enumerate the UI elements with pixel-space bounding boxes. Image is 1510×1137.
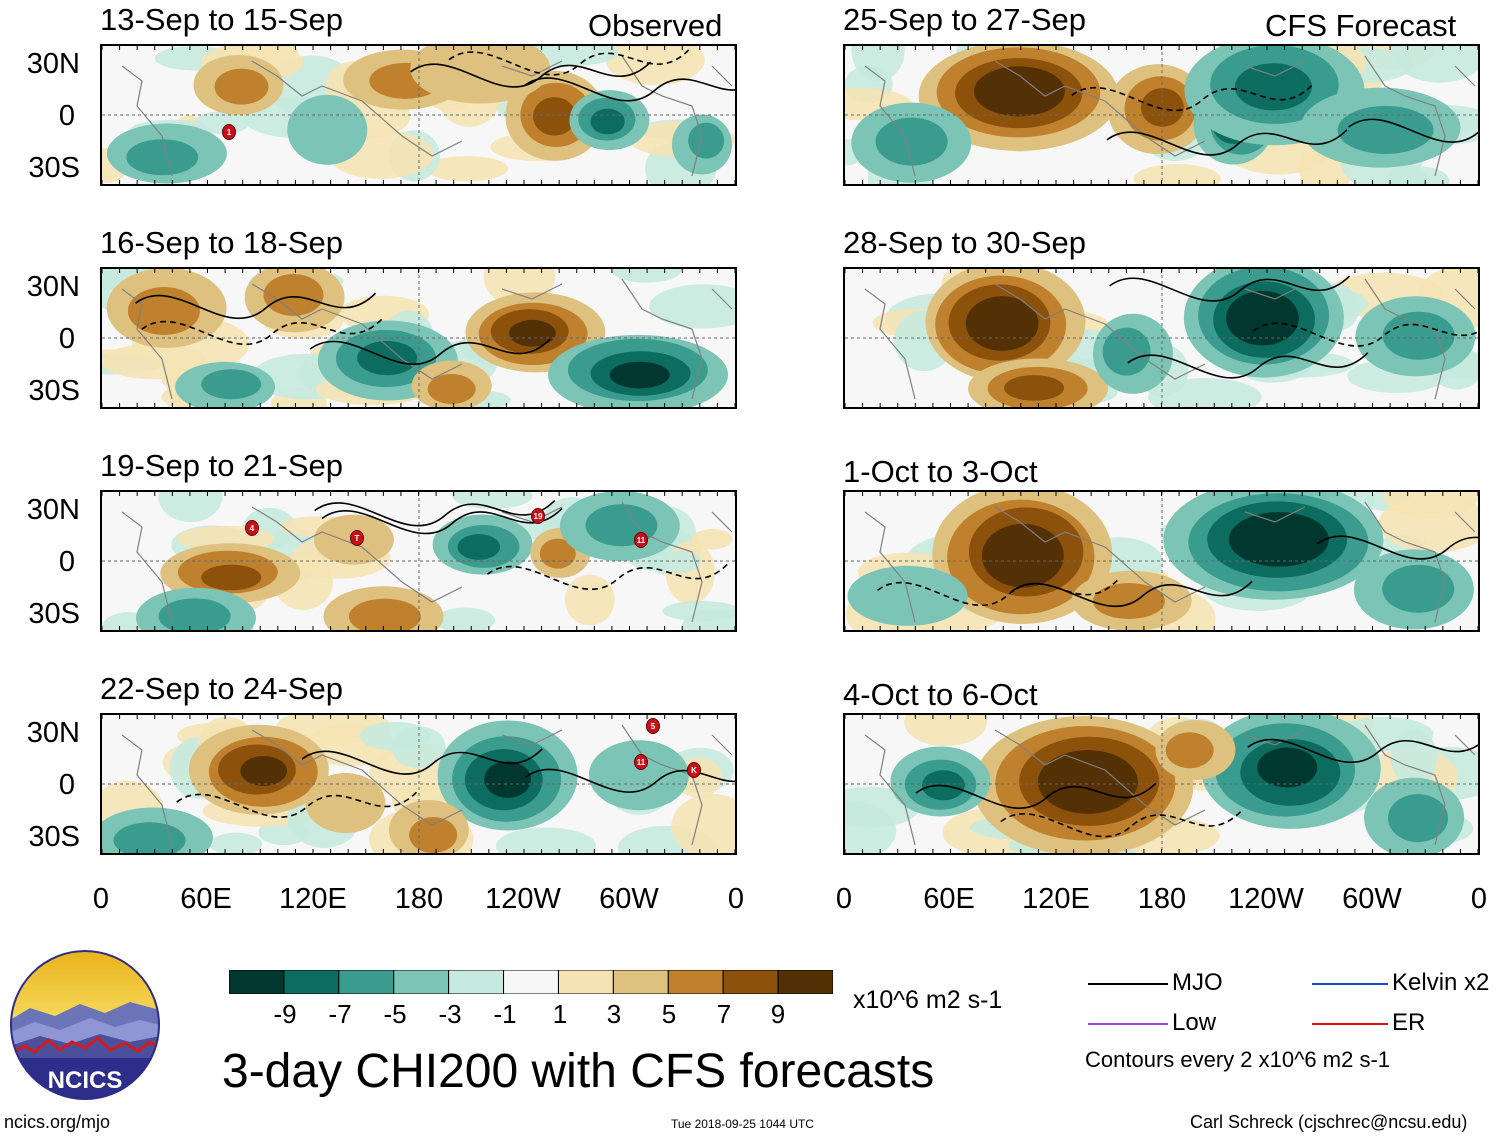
footer-timestamp: Tue 2018-09-25 1044 UTC [671,1117,814,1131]
forecast-label: CFS Forecast [1265,8,1457,43]
storm-marker: 11 [634,754,648,770]
observed-label: Observed [588,8,723,43]
legend-line-low [1088,1023,1168,1025]
storm-marker: 19 [531,508,545,524]
lat-label-30s: 30S [28,598,80,630]
colorbar-tick: -5 [383,999,407,1029]
colorbar-swatch [228,969,285,995]
lat-label-30n: 30N [26,494,80,526]
legend-line-er [1312,1023,1388,1025]
panel-title-left-4: 22-Sep to 24-Sep [100,671,344,706]
legend-label-er: ER [1392,1009,1426,1036]
colorbar-tick: 5 [661,999,677,1029]
main-title: 3-day CHI200 with CFS forecasts [222,1045,935,1098]
storm-marker: T [350,530,364,546]
colorbar-tick: 9 [770,999,786,1029]
legend-label-low: Low [1172,1009,1217,1036]
lat-label-eq: 0 [58,323,75,355]
storm-marker: K [687,762,701,778]
lon-label: 120W [485,883,561,915]
map-panel-observed-3 [100,490,737,632]
colorbar-swatch [667,969,724,995]
colorbar-tick: -1 [493,999,517,1029]
colorbar-swatch [777,969,834,995]
colorbar-tick: 3 [606,999,622,1029]
colorbar-tick: -3 [438,999,462,1029]
lon-label: 120E [279,883,347,915]
storm-marker: 5 [646,718,660,734]
map-panel-forecast-3 [843,490,1480,632]
map-panel-observed-2 [100,267,737,409]
lon-label: 120E [1022,883,1090,915]
legend-line-mjo [1088,983,1168,985]
lat-label-30s: 30S [28,152,80,184]
map-panel-forecast-2 [843,267,1480,409]
map-panel-forecast-4 [843,713,1480,855]
colorbar-tick: 1 [552,999,568,1029]
lat-label-eq: 0 [58,769,75,801]
colorbar-swatch [393,969,450,995]
panel-title-left-3: 19-Sep to 21-Sep [100,448,344,483]
colorbar-swatch [503,969,559,995]
colorbar-units: x10^6 m2 s-1 [853,986,1003,1014]
panel-title-left-2: 16-Sep to 18-Sep [100,225,344,260]
legend-label-kelvin: Kelvin x2 [1392,969,1490,996]
lat-label-30n: 30N [26,271,80,303]
contour-note: Contours every 2 x10^6 m2 s-1 [1085,1047,1391,1072]
colorbar-swatch [722,969,779,995]
map-panel-observed-1 [100,44,737,186]
colorbar-tick: -7 [328,999,352,1029]
ncics-logo: NCICS [10,950,160,1100]
footer-url[interactable]: ncics.org/mjo [4,1112,111,1132]
map-panel-observed-4 [100,713,737,855]
colorbar-tick: 7 [716,999,732,1029]
lat-label-30n: 30N [26,48,80,80]
lon-label: 60W [1342,883,1402,915]
lat-label-30n: 30N [26,717,80,749]
lat-label-eq: 0 [58,100,75,132]
colorbar-swatch [283,969,340,995]
logo-text: NCICS [48,1067,123,1094]
storm-marker: 1 [222,124,236,140]
colorbar-swatch [557,969,614,995]
panel-title-right-3: 1-Oct to 3-Oct [843,454,1038,489]
panel-title-right-2: 28-Sep to 30-Sep [843,225,1087,260]
panel-title-right-4: 4-Oct to 6-Oct [843,677,1038,712]
panel-title-right-1: 25-Sep to 27-Sep [843,2,1087,37]
storm-marker: 4 [245,520,259,536]
lon-label: 180 [1137,883,1187,915]
lon-label: 0 [727,883,745,915]
lon-label: 60E [180,883,232,915]
lon-label: 0 [92,883,110,915]
map-panel-forecast-1 [843,44,1480,186]
colorbar-swatch [448,969,505,995]
lon-label: 120W [1228,883,1304,915]
lon-label: 60E [923,883,975,915]
lon-label: 0 [835,883,853,915]
colorbar [228,969,834,995]
colorbar-tick: -9 [273,999,297,1029]
lat-label-30s: 30S [28,821,80,853]
lon-label: 0 [1470,883,1488,915]
colorbar-swatch [338,969,395,995]
lat-label-30s: 30S [28,375,80,407]
footer-author: Carl Schreck (cjschrec@ncsu.edu) [1190,1112,1468,1132]
lon-label: 60W [599,883,659,915]
storm-marker: 11 [634,532,648,548]
legend-line-kelvin [1312,983,1388,985]
legend-label-mjo: MJO [1172,969,1223,996]
colorbar-swatch [612,969,669,995]
lon-label: 180 [394,883,444,915]
panel-title-left-1: 13-Sep to 15-Sep [100,2,344,37]
lat-label-eq: 0 [58,546,75,578]
